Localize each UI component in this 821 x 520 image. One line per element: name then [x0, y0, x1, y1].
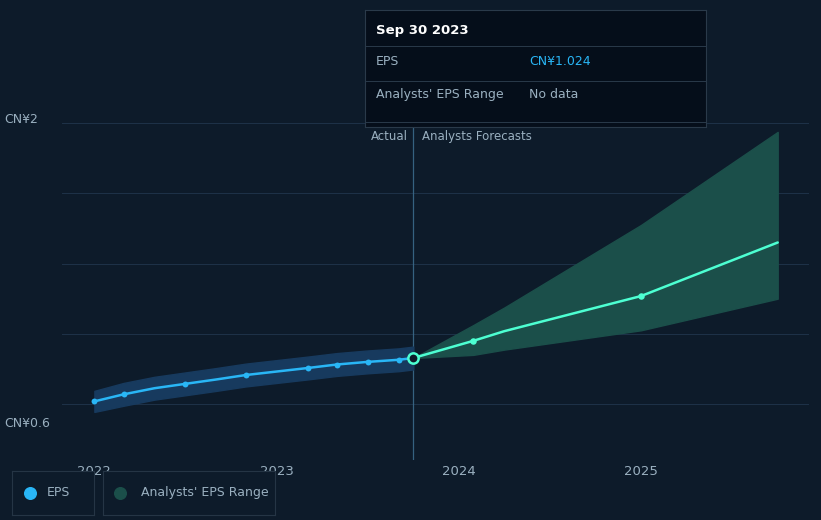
Point: [635, 292, 648, 300]
Text: Actual: Actual: [371, 130, 408, 143]
Point: [406, 354, 420, 362]
Point: [239, 371, 252, 379]
Point: [211, 288, 224, 296]
Point: [301, 364, 314, 372]
Text: EPS: EPS: [375, 55, 399, 68]
Text: CN¥1.024: CN¥1.024: [529, 55, 590, 68]
Point: [361, 358, 374, 366]
Point: [88, 397, 101, 406]
Point: [392, 356, 406, 364]
Text: Analysts' EPS Range: Analysts' EPS Range: [375, 87, 503, 101]
Point: [117, 390, 130, 398]
Point: [330, 360, 343, 369]
Point: [179, 380, 192, 388]
Text: No data: No data: [529, 87, 578, 101]
Text: Analysts Forecasts: Analysts Forecasts: [422, 130, 532, 143]
Text: CN¥0.6: CN¥0.6: [4, 417, 50, 431]
Point: [467, 336, 480, 345]
Point: [339, 288, 352, 296]
Text: CN¥2: CN¥2: [4, 113, 38, 126]
Text: EPS: EPS: [47, 486, 70, 499]
Text: Analysts' EPS Range: Analysts' EPS Range: [140, 486, 268, 499]
Text: Sep 30 2023: Sep 30 2023: [375, 24, 468, 37]
